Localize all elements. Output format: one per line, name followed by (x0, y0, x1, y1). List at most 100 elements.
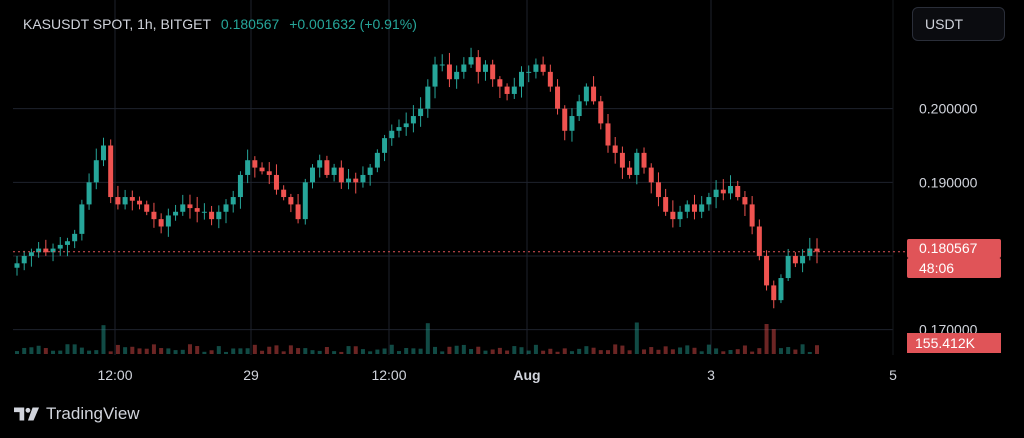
volume-bar (584, 346, 589, 354)
candle-body (814, 248, 820, 252)
volume-bar (382, 348, 387, 354)
candle-body (252, 160, 258, 168)
candle-body (64, 241, 70, 245)
candle-body (454, 71, 460, 80)
volume-bar (505, 350, 510, 354)
candle-body (742, 197, 748, 205)
candle-body (237, 174, 243, 198)
volume-bar (620, 345, 625, 354)
candle-body (699, 204, 705, 212)
volume-bar (778, 348, 783, 354)
volume-bar (195, 346, 200, 354)
candle-body (648, 167, 654, 183)
volume-bar (706, 344, 711, 354)
volume-bar (476, 346, 481, 354)
volume-bar (735, 349, 740, 354)
volume-bar (389, 344, 394, 354)
candle-body (576, 101, 582, 117)
volume-bar (101, 325, 106, 354)
candle-body (720, 189, 726, 194)
volume-bar (699, 351, 704, 354)
candle-body (410, 116, 416, 124)
candle-body (475, 57, 481, 72)
volume-bar (108, 351, 113, 354)
candle-body (655, 182, 661, 198)
volume-bar (678, 347, 683, 354)
candle-body (555, 86, 561, 109)
candle-body (749, 204, 755, 227)
volume-bar (815, 345, 819, 354)
candle-body (562, 108, 568, 131)
volume-bar (353, 346, 358, 354)
volume-bar (404, 348, 409, 354)
candle-body (273, 174, 279, 190)
candle-body (309, 167, 315, 183)
footer-branding[interactable]: TradingView (14, 404, 140, 424)
volume-bar (656, 349, 661, 354)
candle-body (598, 101, 604, 124)
candlestick-chart[interactable]: 0.1700000.1800000.1900000.20000012:00291… (13, 0, 1021, 390)
candle-body (43, 248, 49, 253)
volume-bar (562, 348, 567, 354)
volume-bar (94, 350, 99, 354)
x-tick-label: 12:00 (97, 367, 132, 383)
last-price-tag: 0.180567 (907, 239, 1001, 258)
candle-body (223, 204, 229, 212)
candle-body (540, 64, 546, 72)
volume-bar (742, 345, 747, 354)
candle-body (418, 108, 424, 117)
price-change: +0.001632 (+0.91%) (289, 16, 417, 32)
candle-body (144, 204, 150, 212)
volume-bar (65, 344, 70, 354)
candle-body (129, 197, 135, 201)
x-tick-label: 12:00 (371, 367, 406, 383)
candle-body (735, 186, 741, 198)
volume-bar (180, 349, 185, 354)
volume-bar (771, 329, 776, 354)
volume-bar (72, 344, 77, 354)
candle-body (180, 204, 186, 212)
last-price: 0.180567 (220, 16, 280, 32)
volume-bar (548, 348, 553, 354)
volume-bar (433, 346, 438, 354)
candle-body (382, 138, 388, 153)
candle-body (497, 79, 503, 87)
candle-body (100, 145, 106, 161)
candle-body (173, 211, 179, 216)
candle-body (490, 64, 496, 80)
candle-body (295, 204, 301, 220)
tradingview-logo-icon (14, 407, 40, 421)
candle-body (57, 244, 63, 249)
candle-body (122, 197, 128, 205)
candle-body (115, 197, 121, 205)
candle-body (468, 57, 474, 65)
candle-body (677, 211, 683, 220)
volume-bar (151, 344, 156, 354)
candle-body (194, 208, 200, 212)
candle-body (792, 255, 798, 264)
volume-bar (87, 350, 92, 354)
chart-panel[interactable]: 0.1700000.1800000.1900000.20000012:00291… (13, 0, 1021, 390)
y-tick-label: 0.190000 (919, 174, 978, 190)
volume-bar (613, 344, 618, 354)
volume-bar (209, 350, 214, 354)
volume-bar (29, 347, 34, 354)
candle-body (331, 167, 337, 175)
volume-bar (634, 322, 639, 354)
volume-bar (533, 344, 538, 354)
volume-bar (224, 351, 229, 354)
candle-body (158, 219, 164, 227)
candle-body (324, 160, 330, 175)
currency-button[interactable]: USDT (912, 7, 1005, 41)
candle-body (634, 152, 640, 175)
volume-bar (454, 345, 459, 354)
volume-tag: 155.412K (907, 333, 1001, 353)
volume-bar (130, 346, 135, 354)
candle-body (691, 204, 697, 212)
volume-bar (216, 346, 221, 354)
volume-bar (497, 347, 502, 354)
candle-body (533, 64, 539, 72)
volume-bar (440, 351, 445, 354)
volume-bar (346, 346, 351, 354)
volume-bar (303, 348, 308, 354)
